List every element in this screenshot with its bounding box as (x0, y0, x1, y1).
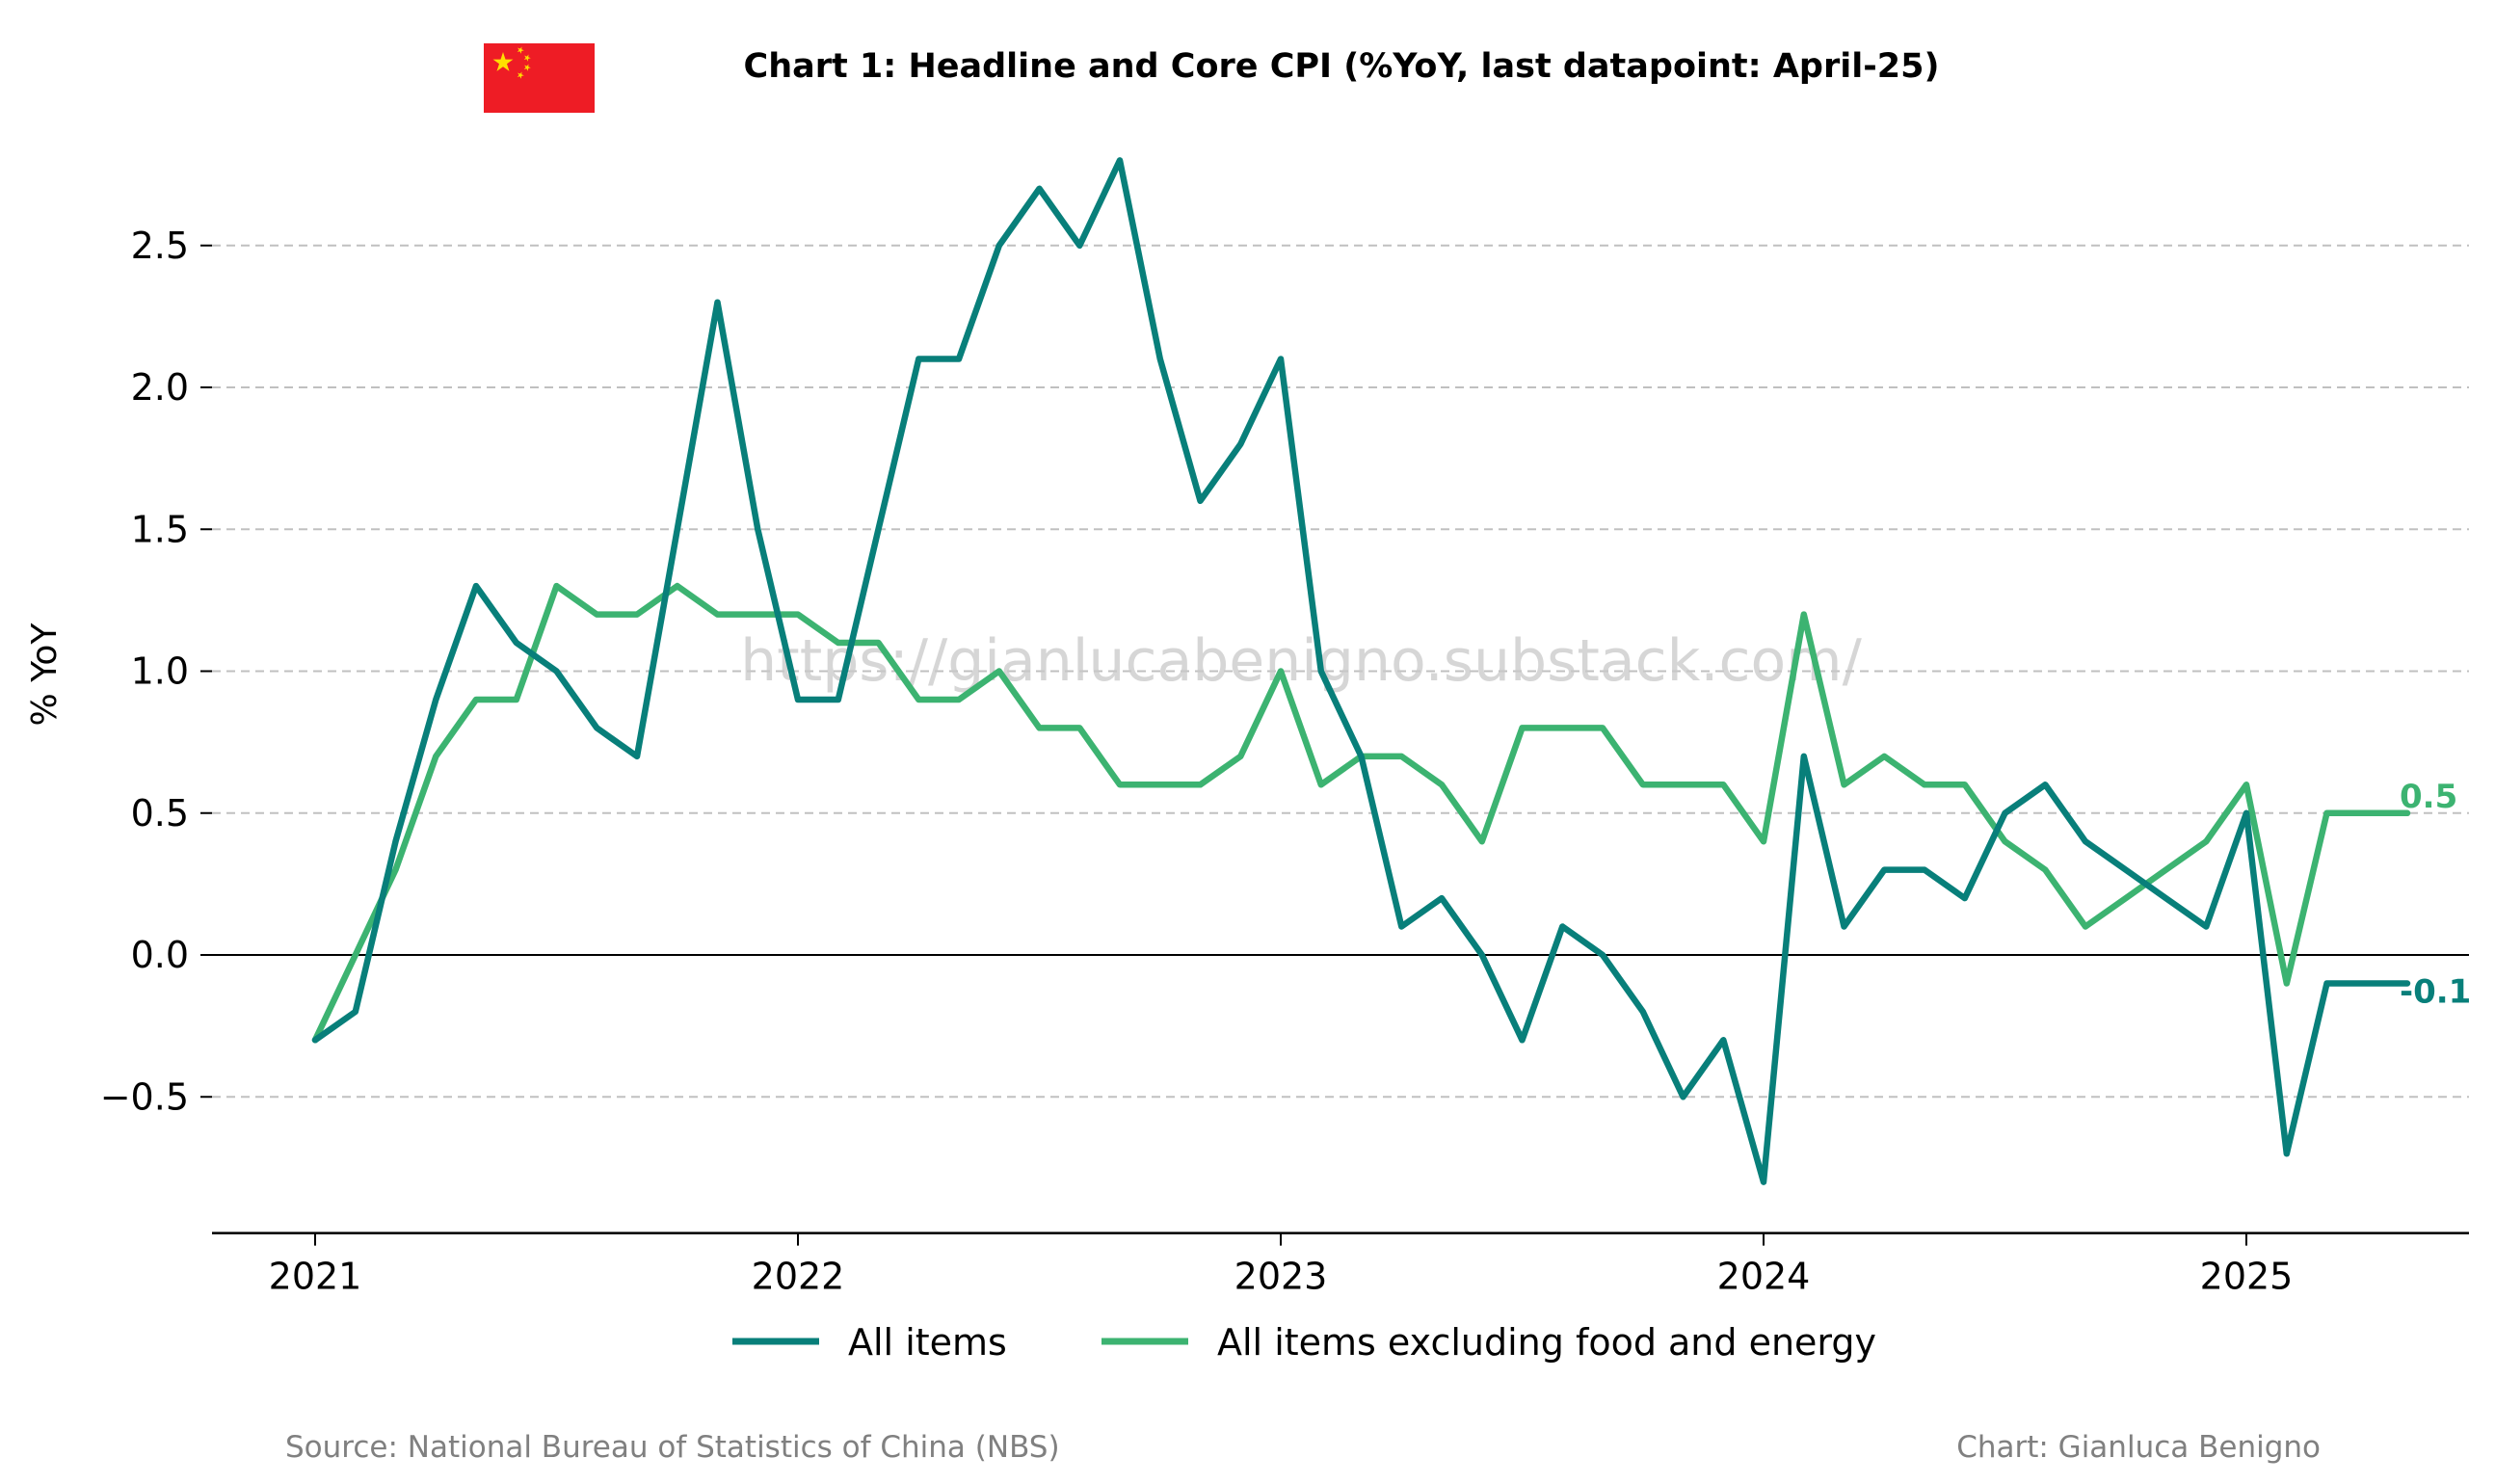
x-tick-label: 2023 (1234, 1256, 1328, 1298)
legend-label-all-items: All items (848, 1321, 1007, 1364)
end-label-core: 0.5 (2400, 778, 2457, 816)
y-axis-ticks: −0.5 0.0 0.5 1.0 1.5 2.0 2.5 (100, 225, 212, 1118)
x-tick-label: 2024 (1717, 1256, 1811, 1298)
y-tick-label: 1.5 (131, 508, 189, 550)
y-tick-label: 2.0 (131, 366, 189, 409)
x-axis-ticks: 2021 2022 2023 2024 2025 (269, 1232, 2294, 1298)
y-tick-label: 0.0 (131, 934, 189, 976)
series-line-all-items (311, 157, 2411, 1185)
y-tick-label: 2.5 (131, 225, 189, 267)
x-tick-label: 2022 (752, 1256, 845, 1298)
legend-label-core: All items excluding food and energy (1217, 1321, 1876, 1364)
series-lines (311, 157, 2411, 1185)
y-tick-label: 0.5 (131, 792, 189, 835)
x-tick-label: 2025 (2200, 1256, 2294, 1298)
y-tick-label: −0.5 (100, 1075, 189, 1118)
end-label-all-items: -0.1 (2400, 972, 2471, 1011)
y-axis-label: % YoY (25, 623, 65, 727)
x-tick-label: 2021 (269, 1256, 362, 1298)
chart-credit: Chart: Gianluca Benigno (1956, 1430, 2321, 1465)
watermark: https://gianlucabenigno.substack.com/ (740, 627, 1862, 695)
chart-title: Chart 1: Headline and Core CPI (%YoY, la… (744, 47, 1940, 86)
source-note: Source: National Bureau of Statistics of… (285, 1430, 1060, 1465)
china-flag-icon (484, 43, 595, 113)
y-tick-label: 1.0 (131, 650, 189, 693)
end-labels: -0.1 0.5 (2400, 778, 2471, 1012)
gridlines (212, 244, 2469, 1099)
legend: All items All items excluding food and e… (732, 1321, 1876, 1364)
